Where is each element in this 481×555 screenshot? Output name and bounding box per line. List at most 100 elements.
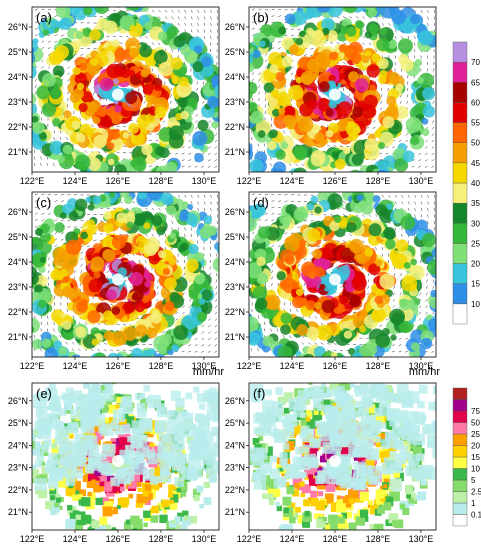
y-tick-label: 23°N — [225, 282, 245, 292]
y-tick-label: 22°N — [8, 122, 28, 132]
x-tick-label: 130°E — [409, 176, 434, 186]
x-tick-label: 122°E — [20, 176, 45, 186]
y-tick-label: 21°N — [8, 507, 28, 517]
colorbar-label: 15 — [471, 280, 480, 289]
y-tick-label: 25°N — [225, 47, 245, 57]
x-tick-label: 128°E — [149, 176, 174, 186]
y-tick-label: 23°N — [8, 463, 28, 473]
x-tick-label: 128°E — [366, 534, 391, 544]
colorbar-cell — [453, 388, 467, 400]
colorbar-cell — [453, 243, 467, 263]
colorbar-cell — [453, 411, 467, 423]
colorbar-cell — [453, 492, 467, 504]
colorbar-label: 0.1 — [471, 511, 481, 520]
y-tick-label: 25°N — [8, 232, 28, 242]
colorbar-label: 5 — [471, 476, 476, 485]
y-tick-label: 21°N — [225, 332, 245, 342]
y-tick-label: 24°N — [225, 440, 245, 450]
y-tick-label: 22°N — [225, 307, 245, 317]
x-tick-label: 124°E — [280, 361, 305, 371]
storm-eye — [112, 455, 124, 467]
colorbar-cell — [453, 62, 467, 82]
colorbar-label: 10 — [471, 300, 480, 309]
colorbar-cell — [453, 223, 467, 243]
y-tick-label: 21°N — [8, 332, 28, 342]
y-tick-label: 25°N — [8, 47, 28, 57]
x-tick-label: 122°E — [20, 534, 45, 544]
y-tick-label: 25°N — [8, 418, 28, 428]
colorbar-label: 15 — [471, 453, 480, 462]
colorbar-label: 50 — [471, 419, 480, 428]
x-tick-label: 122°E — [237, 534, 262, 544]
colorbar-label: 1 — [471, 499, 476, 508]
colorbar-label: 40 — [471, 179, 480, 188]
colorbar-label: 70 — [471, 58, 480, 67]
panel-label: (d) — [253, 195, 269, 210]
x-tick-label: 128°E — [366, 361, 391, 371]
panel-label: (f) — [253, 386, 265, 401]
colorbar-cell — [453, 423, 467, 435]
y-tick-label: 21°N — [225, 507, 245, 517]
x-tick-label: 130°E — [409, 534, 434, 544]
y-tick-label: 26°N — [225, 396, 245, 406]
unit-label-right: mm/hr — [409, 366, 441, 378]
y-tick-label: 22°N — [8, 485, 28, 495]
colorbar-label: 35 — [471, 199, 480, 208]
y-tick-label: 26°N — [8, 207, 28, 217]
colorbar-cell — [453, 480, 467, 492]
colorbar-cell — [453, 503, 467, 515]
x-tick-label: 126°E — [106, 176, 131, 186]
colorbar-cell — [453, 469, 467, 481]
x-tick-label: 124°E — [63, 534, 88, 544]
x-tick-label: 126°E — [323, 361, 348, 371]
colorbar-label: 2.5 — [471, 488, 481, 497]
colorbar-cell — [453, 102, 467, 122]
y-tick-label: 24°N — [8, 440, 28, 450]
panel-group: (a) 122°E 124°E 126°E 128°E 130°E 21°N 22°N 23°N… — [0, 0, 455, 550]
x-tick-label: 124°E — [63, 176, 88, 186]
y-tick-label: 25°N — [225, 418, 245, 428]
x-tick-label: 130°E — [192, 534, 217, 544]
x-tick-label: 122°E — [237, 176, 262, 186]
y-tick-label: 21°N — [225, 147, 245, 157]
colorbar-label: 50 — [471, 139, 480, 148]
y-tick-label: 26°N — [8, 22, 28, 32]
colorbar-label: 25 — [471, 430, 480, 439]
storm-eye — [329, 89, 341, 101]
colorbar-cell — [453, 515, 467, 527]
y-tick-label: 23°N — [8, 97, 28, 107]
panel-label: (e) — [36, 386, 52, 401]
colorbar-label: 75 — [471, 407, 480, 416]
y-tick-label: 23°N — [225, 97, 245, 107]
x-tick-label: 128°E — [149, 361, 174, 371]
y-tick-label: 22°N — [8, 307, 28, 317]
colorbar-cell — [453, 42, 467, 62]
y-tick-label: 26°N — [8, 396, 28, 406]
x-tick-label: 124°E — [280, 534, 305, 544]
y-tick-label: 23°N — [225, 463, 245, 473]
colorbar-cell — [453, 203, 467, 223]
y-tick-label: 21°N — [8, 147, 28, 157]
colorbar-label: 65 — [471, 78, 480, 87]
y-tick-label: 22°N — [225, 122, 245, 132]
x-tick-label: 124°E — [63, 361, 88, 371]
colorbar-label: 30 — [471, 219, 480, 228]
x-tick-label: 126°E — [323, 176, 348, 186]
y-tick-label: 24°N — [8, 72, 28, 82]
colorbar-label: 60 — [471, 98, 480, 107]
colorbar-cell — [453, 400, 467, 412]
x-tick-label: 130°E — [192, 176, 217, 186]
panel-label: (a) — [36, 10, 52, 25]
storm-eye — [329, 455, 341, 467]
x-tick-label: 124°E — [280, 176, 305, 186]
y-tick-label: 26°N — [225, 207, 245, 217]
storm-eye — [112, 274, 124, 286]
